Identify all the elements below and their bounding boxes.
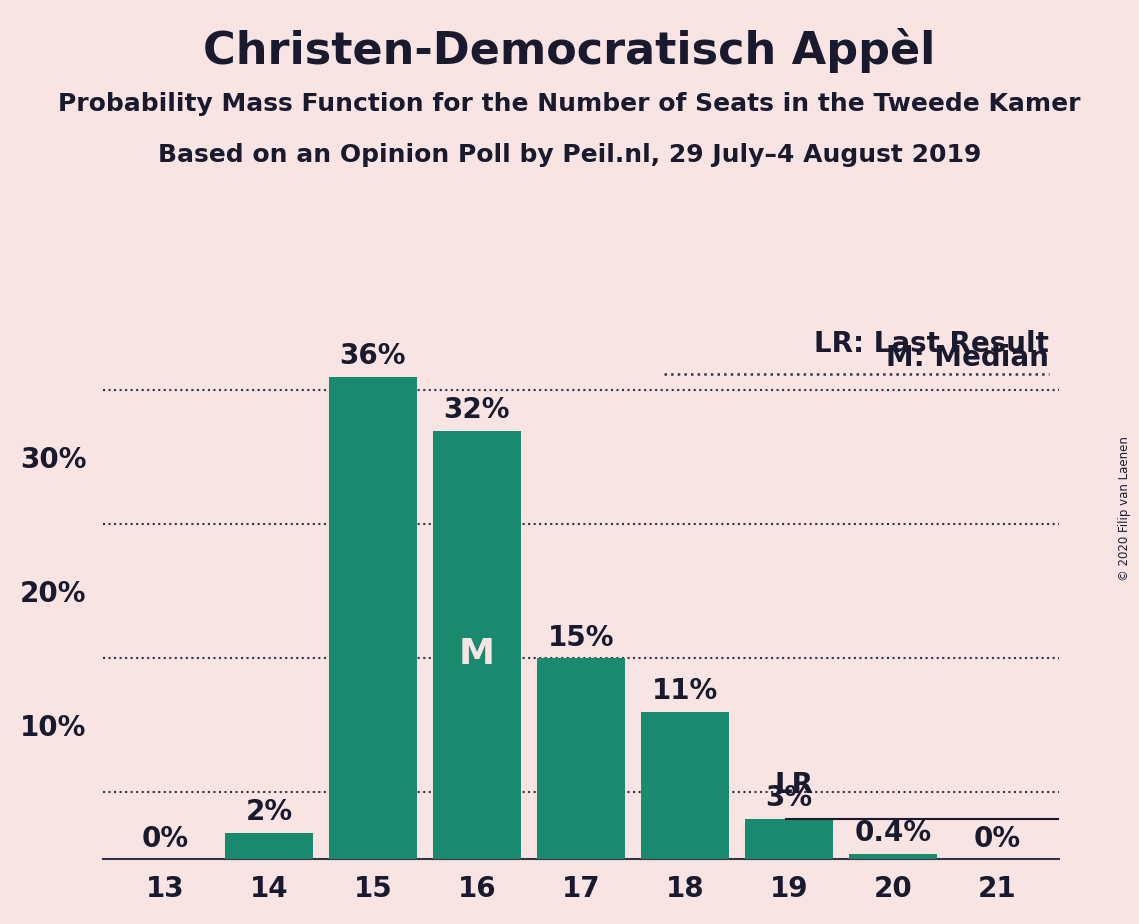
Text: 0.4%: 0.4%	[854, 820, 932, 847]
Bar	[224, 833, 313, 859]
Text: Probability Mass Function for the Number of Seats in the Tweede Kamer: Probability Mass Function for the Number…	[58, 92, 1081, 116]
Text: LR: LR	[775, 771, 813, 799]
Text: 3%: 3%	[765, 784, 812, 812]
Text: 15%: 15%	[548, 624, 614, 651]
Text: Christen-Democratisch Appèl: Christen-Democratisch Appèl	[204, 28, 935, 73]
Text: 32%: 32%	[444, 395, 510, 424]
Text: 0%: 0%	[141, 824, 188, 853]
Bar	[640, 712, 729, 859]
Bar	[329, 377, 417, 859]
Text: LR: Last Result: LR: Last Result	[814, 330, 1049, 359]
Text: © 2020 Filip van Laenen: © 2020 Filip van Laenen	[1118, 436, 1131, 580]
Text: 36%: 36%	[339, 342, 407, 371]
Text: Based on an Opinion Poll by Peil.nl, 29 July–4 August 2019: Based on an Opinion Poll by Peil.nl, 29 …	[158, 143, 981, 167]
Bar	[745, 820, 833, 859]
Bar	[849, 854, 937, 859]
Text: 11%: 11%	[652, 677, 718, 705]
Text: M: Median: M: Median	[886, 344, 1049, 371]
Bar	[433, 431, 522, 859]
Text: 2%: 2%	[245, 797, 293, 826]
Text: 0%: 0%	[974, 824, 1021, 853]
Text: M: M	[459, 637, 494, 671]
Bar	[536, 658, 625, 859]
